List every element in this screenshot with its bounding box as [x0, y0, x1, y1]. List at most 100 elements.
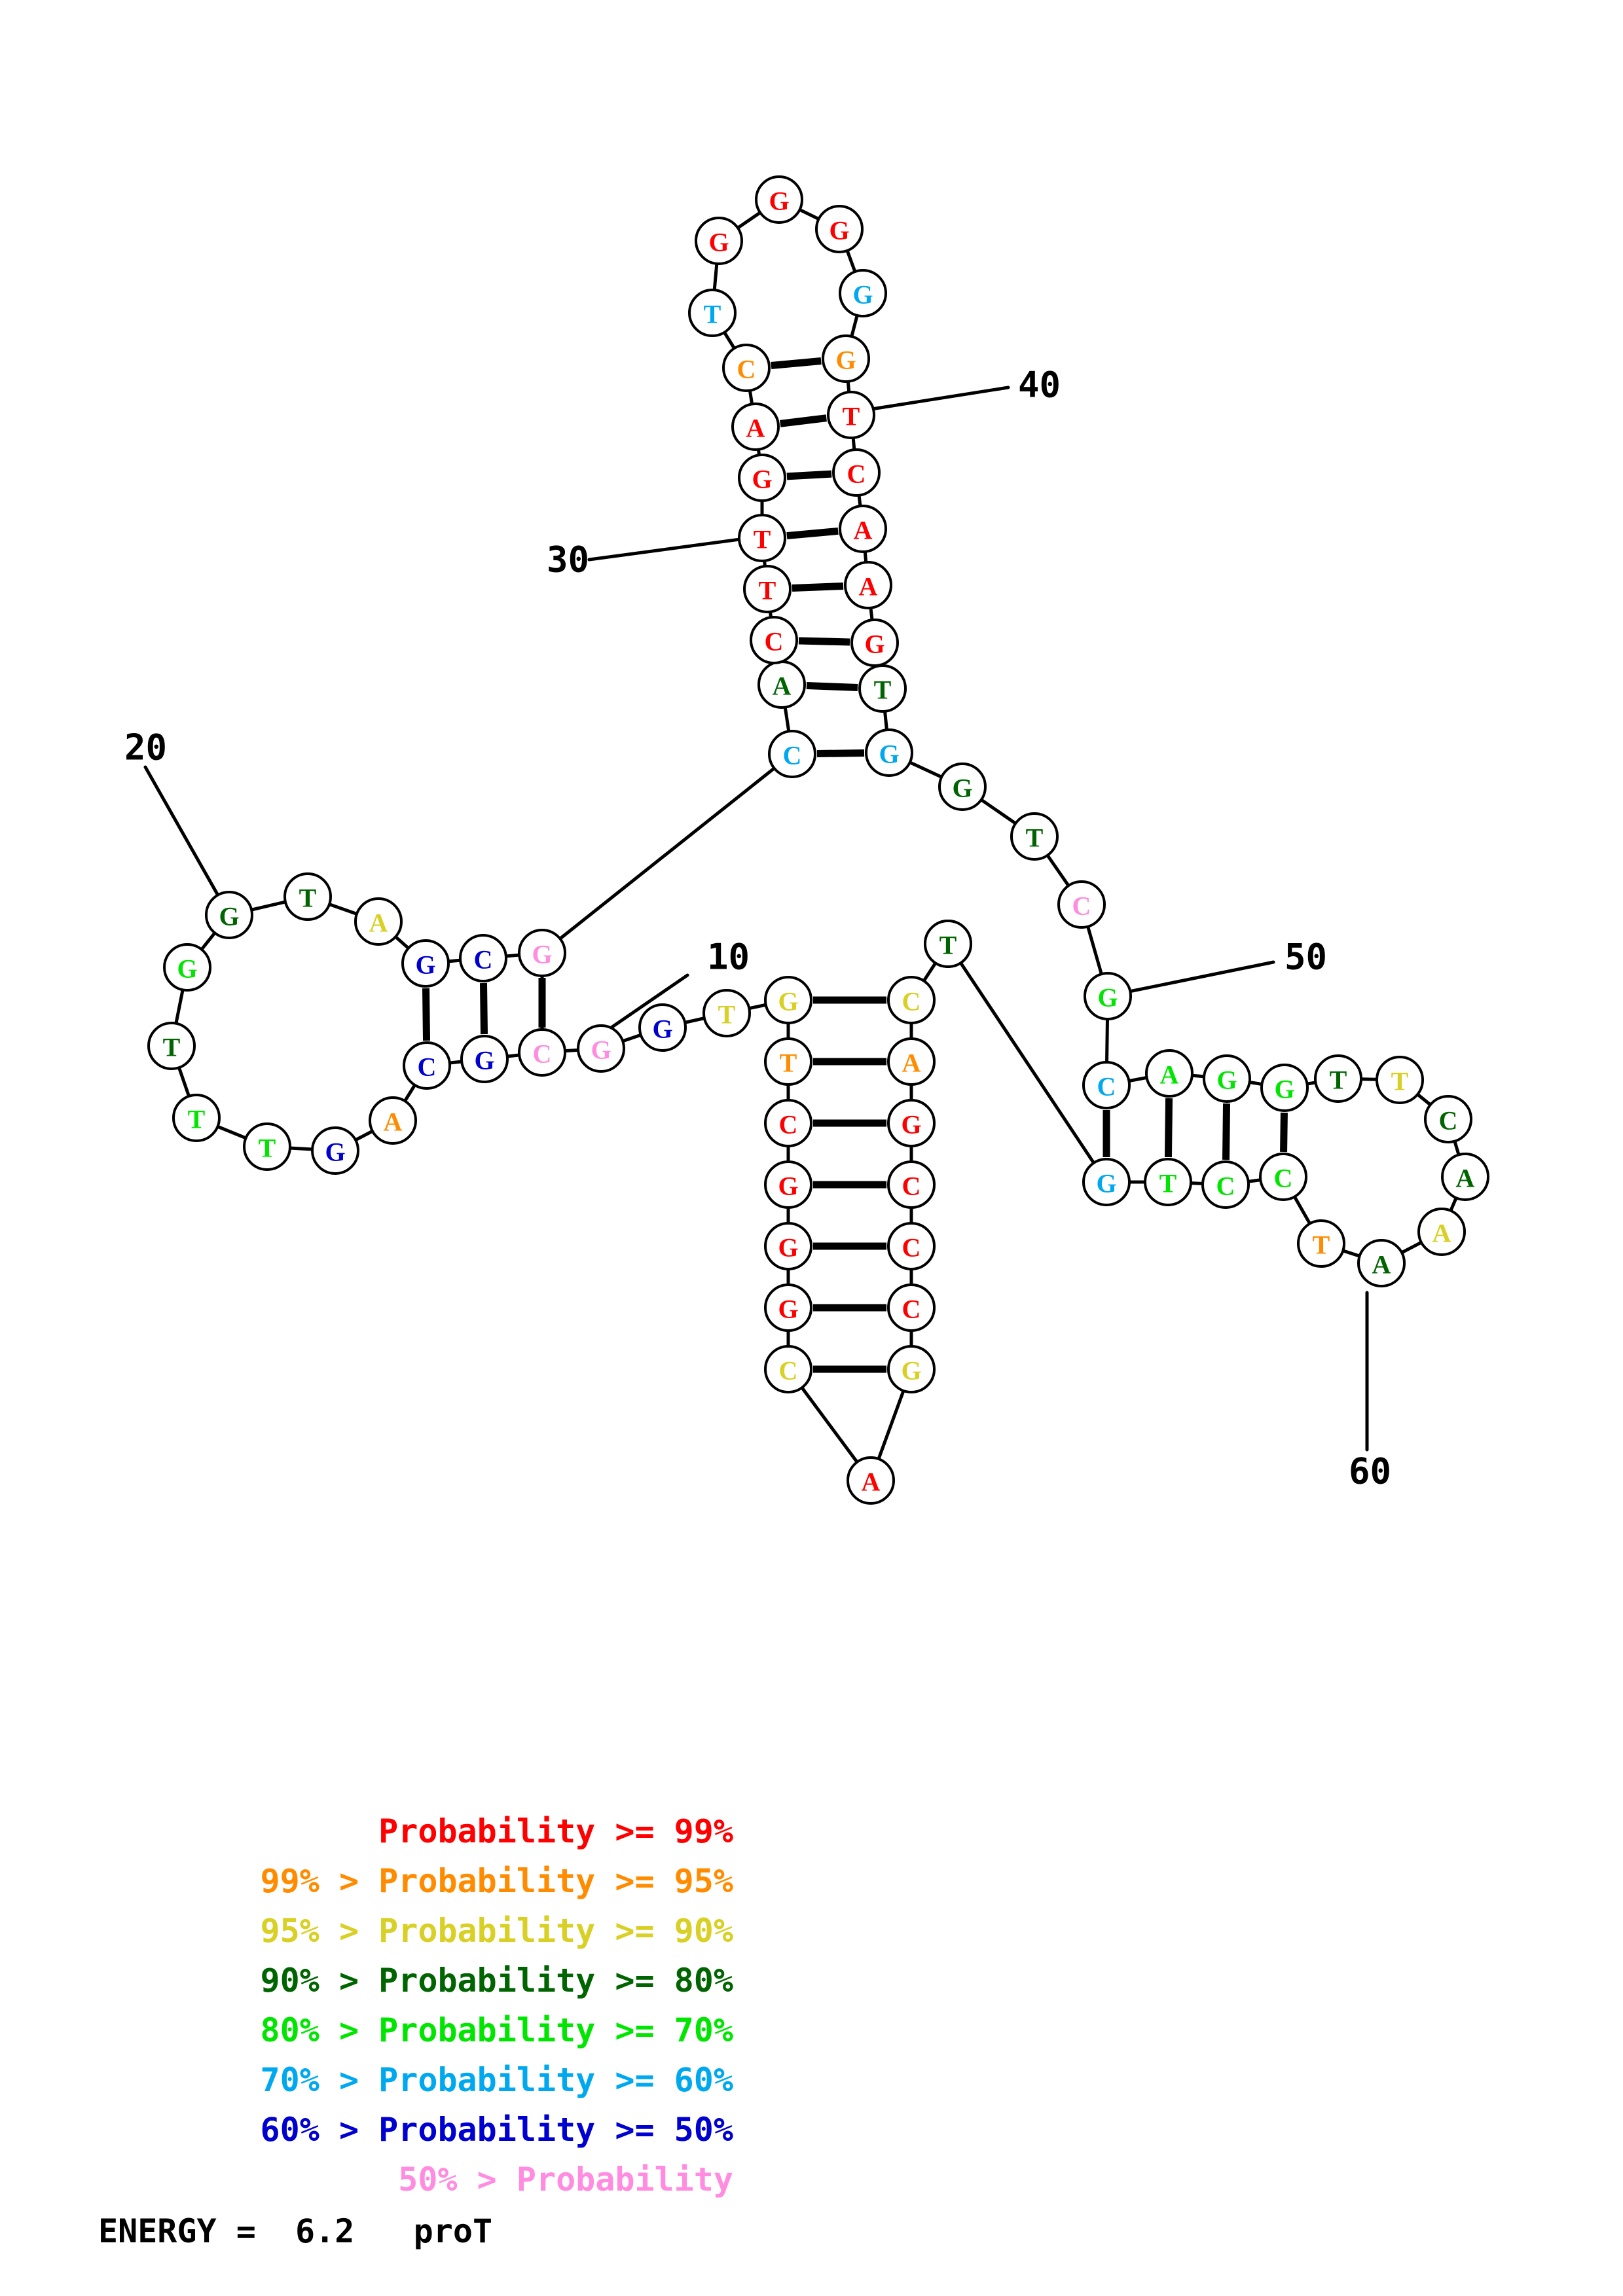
- nucleotide-C[interactable]: C: [764, 1099, 812, 1147]
- nucleotide-G[interactable]: G: [1260, 1064, 1309, 1112]
- nucleotide-T[interactable]: T: [283, 872, 332, 921]
- nucleotide-C[interactable]: C: [1082, 1061, 1131, 1109]
- nucleotide-T[interactable]: T: [702, 989, 751, 1037]
- nucleotide-C[interactable]: C: [832, 448, 881, 497]
- nucleotide-T[interactable]: T: [743, 565, 792, 613]
- nucleotide-circle: [764, 1099, 812, 1147]
- nucleotide-G[interactable]: G: [822, 334, 870, 383]
- nucleotide-C[interactable]: C: [1259, 1153, 1307, 1201]
- nucleotide-G[interactable]: G: [401, 939, 450, 988]
- nucleotide-A[interactable]: A: [844, 561, 892, 609]
- nucleotide-G[interactable]: G: [163, 943, 211, 992]
- nucleotide-A[interactable]: A: [1357, 1239, 1406, 1287]
- nucleotide-T[interactable]: T: [1297, 1219, 1345, 1268]
- nucleotide-circle: [887, 976, 936, 1024]
- nucleotide-A[interactable]: A: [887, 1037, 936, 1086]
- nucleotide-G[interactable]: G: [518, 929, 566, 977]
- nucleotide-T[interactable]: T: [1010, 812, 1059, 861]
- nucleotide-G[interactable]: G: [1084, 972, 1132, 1020]
- nucleotide-letter: C: [902, 1233, 921, 1263]
- nucleotide-A[interactable]: A: [369, 1096, 417, 1145]
- nucleotide-letter: G: [1096, 1169, 1116, 1198]
- nucleotide-C[interactable]: C: [403, 1041, 451, 1090]
- nucleotide-C[interactable]: C: [887, 976, 936, 1024]
- nucleotide-T[interactable]: T: [1314, 1054, 1362, 1103]
- nucleotide-G[interactable]: G: [460, 1035, 509, 1083]
- nucleotide-G[interactable]: G: [205, 891, 253, 939]
- nucleotide-G[interactable]: G: [887, 1099, 936, 1147]
- nucleotide-circle: [1314, 1054, 1362, 1103]
- nucleotide-G[interactable]: G: [815, 205, 864, 253]
- nucleotide-G[interactable]: G: [695, 217, 743, 265]
- nucleotide-T[interactable]: T: [243, 1122, 291, 1171]
- nucleotide-C[interactable]: C: [887, 1283, 936, 1332]
- position-leader-line: [143, 765, 231, 917]
- nucleotide-letter: G: [829, 216, 849, 245]
- nucleotide-letter: A: [746, 414, 765, 443]
- nucleotide-G[interactable]: G: [764, 1283, 812, 1332]
- nucleotide-letter: C: [765, 627, 784, 656]
- nucleotide-C[interactable]: C: [518, 1028, 566, 1077]
- nucleotide-C[interactable]: C: [1057, 880, 1106, 929]
- nucleotide-circle: [822, 334, 870, 383]
- nucleotide-A[interactable]: A: [1417, 1208, 1466, 1256]
- legend-item-0: Probability >= 99%: [378, 1812, 733, 1850]
- nucleotide-C[interactable]: C: [1201, 1160, 1250, 1209]
- nucleotide-G[interactable]: G: [887, 1345, 936, 1393]
- nucleotide-G[interactable]: G: [577, 1024, 625, 1073]
- nucleotide-C[interactable]: C: [722, 344, 771, 392]
- nucleotide-G[interactable]: G: [1203, 1054, 1251, 1103]
- nucleotide-C[interactable]: C: [887, 1222, 936, 1270]
- nucleotide-circle: [1376, 1056, 1424, 1104]
- nucleotide-A[interactable]: A: [1145, 1049, 1194, 1098]
- nucleotide-letter: A: [862, 1467, 881, 1497]
- nucleotide-A[interactable]: A: [847, 1456, 895, 1505]
- nucleotide-T[interactable]: T: [172, 1094, 221, 1142]
- nucleotide-G[interactable]: G: [738, 454, 786, 502]
- nucleotide-A[interactable]: A: [1441, 1153, 1489, 1201]
- nucleotide-G[interactable]: G: [764, 976, 812, 1024]
- nucleotide-G[interactable]: G: [764, 1222, 812, 1270]
- nucleotide-circle: [354, 897, 403, 946]
- nucleotide-G[interactable]: G: [865, 728, 913, 777]
- nucleotide-T[interactable]: T: [1376, 1056, 1424, 1104]
- nucleotide-letter: A: [1432, 1219, 1451, 1248]
- nucleotide-letter: T: [1026, 823, 1044, 853]
- nucleotide-T[interactable]: T: [738, 514, 786, 562]
- nucleotide-A[interactable]: A: [839, 505, 887, 553]
- nucleotide-G[interactable]: G: [1082, 1158, 1131, 1206]
- nucleotide-T[interactable]: T: [764, 1037, 812, 1086]
- nucleotide-C[interactable]: C: [887, 1160, 936, 1209]
- nucleotide-letter: T: [754, 525, 771, 554]
- nucleotide-T[interactable]: T: [827, 391, 875, 439]
- nucleotide-G[interactable]: G: [311, 1126, 359, 1175]
- nucleotide-G[interactable]: G: [638, 1003, 687, 1052]
- nucleotide-circle: [887, 1222, 936, 1270]
- nucleotide-circle: [924, 920, 972, 968]
- nucleotide-G[interactable]: G: [850, 619, 899, 667]
- nucleotide-G[interactable]: G: [938, 762, 987, 811]
- nucleotide-C[interactable]: C: [459, 934, 507, 982]
- nucleotide-T[interactable]: T: [1144, 1158, 1192, 1206]
- nucleotide-circle: [688, 289, 737, 337]
- nucleotide-C[interactable]: C: [768, 730, 816, 778]
- nucleotide-circle: [283, 872, 332, 921]
- nucleotide-G[interactable]: G: [764, 1160, 812, 1209]
- nucleotide-A[interactable]: A: [757, 660, 806, 709]
- nucleotide-T[interactable]: T: [688, 289, 737, 337]
- nucleotide-letter: C: [847, 459, 866, 489]
- nucleotide-letter: G: [901, 1356, 921, 1386]
- backbone-lines: [170, 198, 1467, 1482]
- nucleotide-A[interactable]: A: [731, 403, 780, 451]
- nucleotide-circle: [738, 514, 786, 562]
- nucleotide-C[interactable]: C: [1424, 1095, 1472, 1143]
- nucleotide-T[interactable]: T: [147, 1022, 196, 1070]
- nucleotide-C[interactable]: C: [750, 616, 798, 664]
- base-pair-bond: [786, 470, 832, 480]
- nucleotide-C[interactable]: C: [764, 1345, 812, 1393]
- nucleotide-A[interactable]: A: [354, 897, 403, 946]
- nucleotide-G[interactable]: G: [755, 175, 803, 224]
- nucleotide-T[interactable]: T: [924, 920, 972, 968]
- nucleotide-G[interactable]: G: [839, 269, 887, 317]
- nucleotide-T[interactable]: T: [858, 664, 907, 713]
